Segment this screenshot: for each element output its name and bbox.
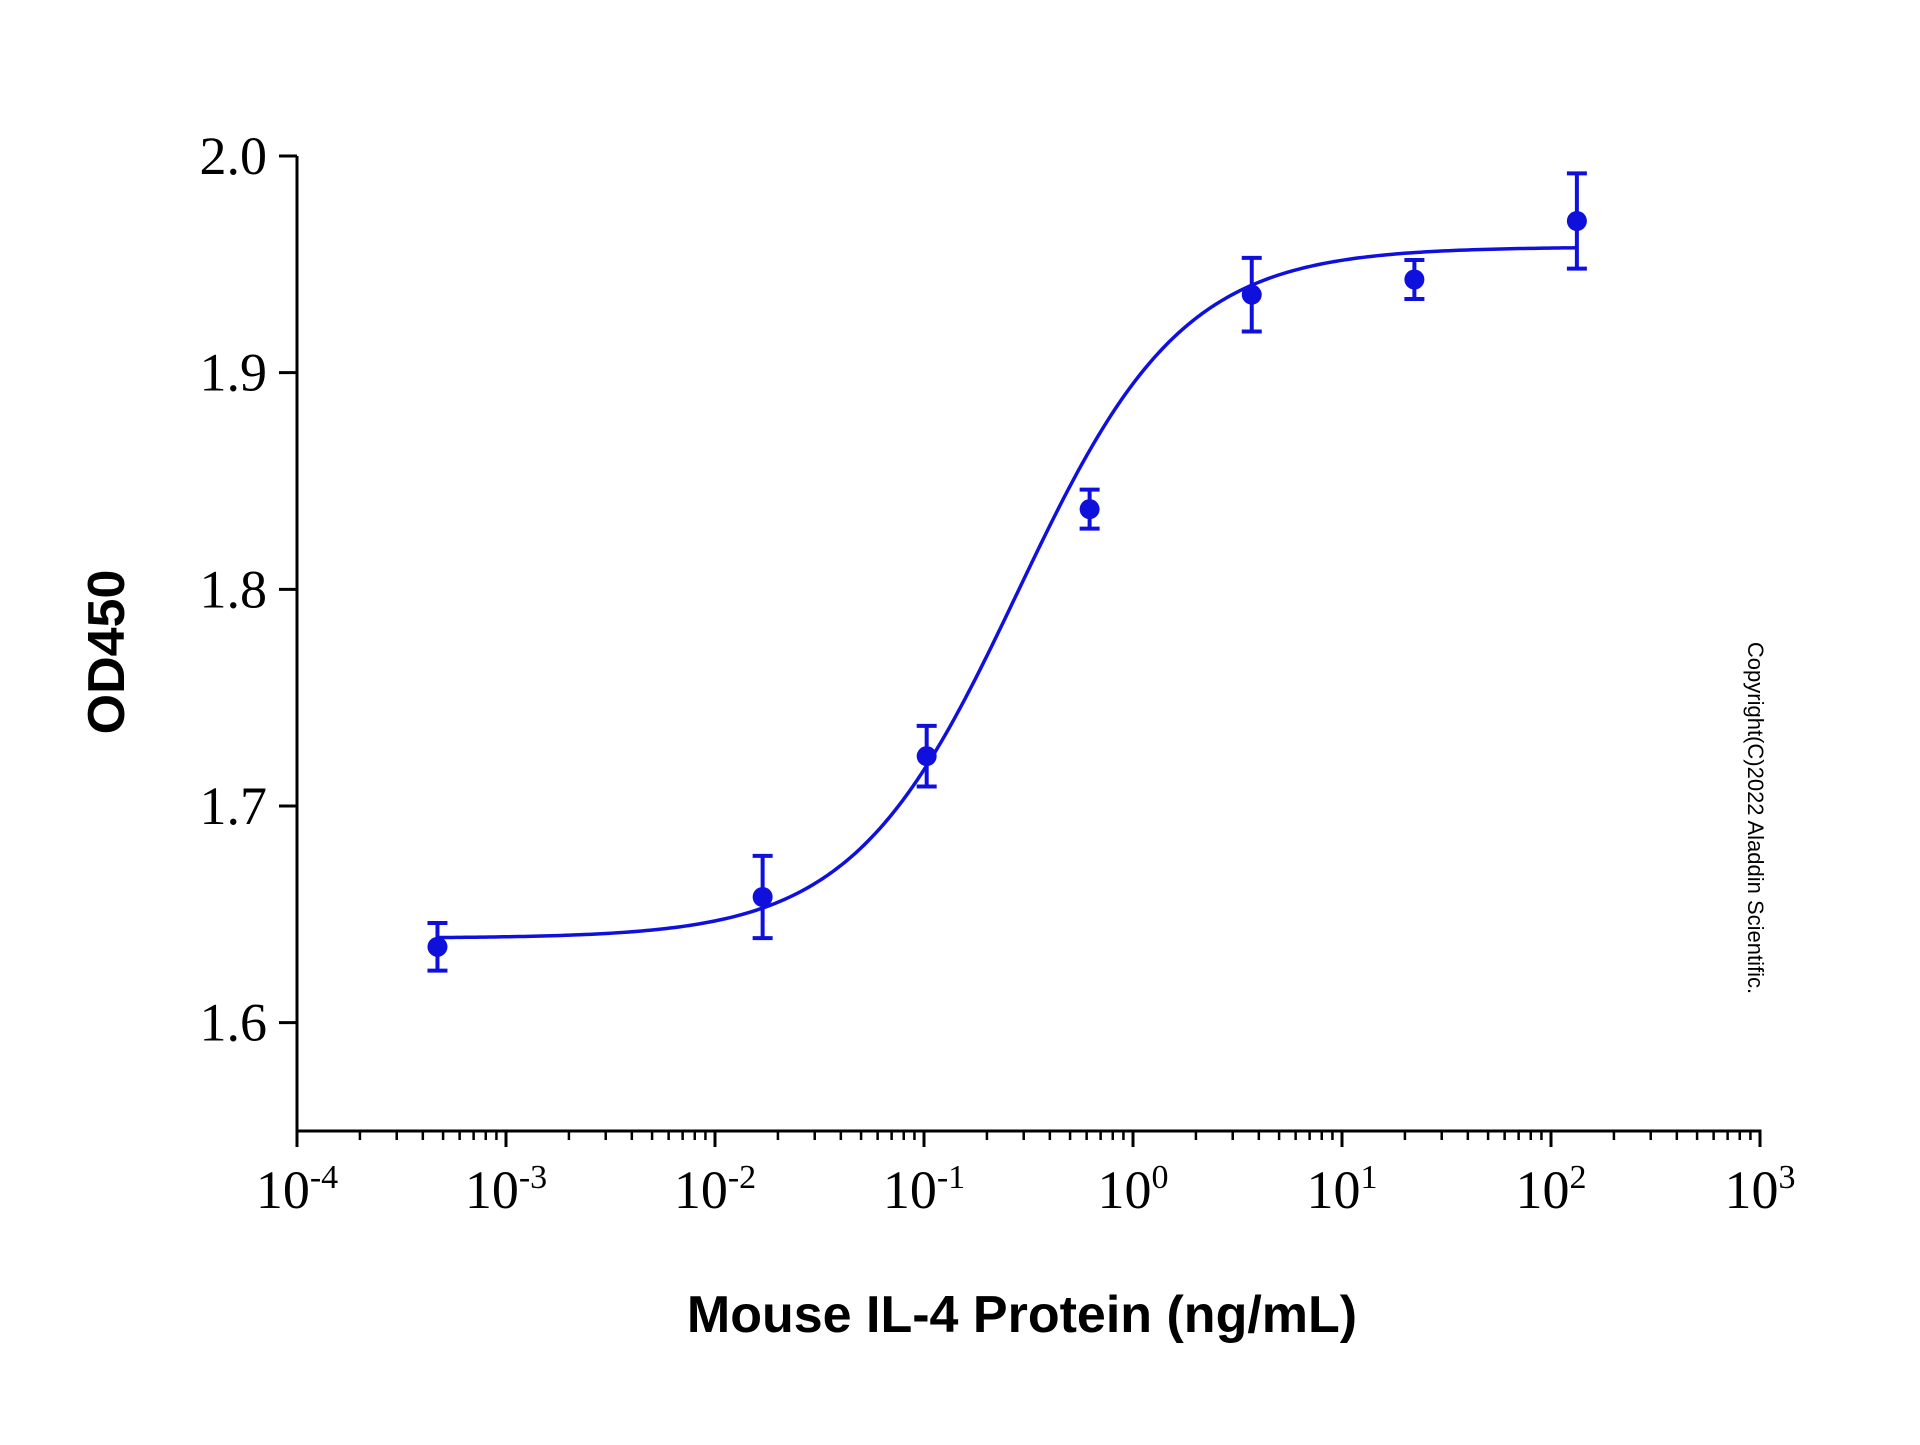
- x-tick-label: 103: [1725, 1159, 1796, 1220]
- y-tick-label: 1.7: [200, 776, 268, 836]
- y-tick-label: 2.0: [200, 126, 268, 186]
- y-axis-title: OD450: [78, 570, 136, 735]
- x-tick-label: 10-4: [256, 1159, 338, 1220]
- data-point-group: [1079, 487, 1100, 531]
- x-tick-label: 10-2: [674, 1159, 756, 1220]
- ticks: [279, 154, 1762, 1147]
- data-point: [1404, 269, 1425, 290]
- data-point-group: [427, 921, 448, 973]
- data-point-group: [752, 853, 773, 941]
- data-point: [427, 936, 448, 957]
- x-axis-title: Mouse IL-4 Protein (ng/mL): [687, 1286, 1357, 1344]
- x-tick-label: 10-3: [465, 1159, 547, 1220]
- x-tick-label: 100: [1098, 1159, 1169, 1220]
- fit-curve: [437, 246, 1577, 940]
- data-point-group: [916, 723, 937, 789]
- tick-labels-layer: 1.6 1.7 1.8 1.9 2.0 10-4 10-3 10-2 10-1 100 101 102…: [200, 126, 1796, 1220]
- x-tick-label: 101: [1307, 1159, 1378, 1220]
- y-tick-label: 1.8: [200, 559, 268, 619]
- fit-curve-layer: [437, 246, 1577, 940]
- data-point-group: [1241, 255, 1262, 334]
- data-point-group: [1404, 258, 1425, 301]
- data-point: [1566, 211, 1587, 231]
- copyright-annotation: Copyright(C)2022 Aladdin Scientific.: [1743, 642, 1768, 994]
- x-tick-label: 10-1: [883, 1159, 965, 1220]
- data-point: [1079, 499, 1100, 520]
- y-tick-label: 1.6: [200, 993, 268, 1053]
- data-point-group: [1566, 171, 1587, 271]
- y-tick-label: 1.9: [200, 343, 268, 403]
- data-points-layer: [427, 171, 1587, 973]
- x-tick-label: 102: [1516, 1159, 1587, 1220]
- data-point: [752, 887, 773, 907]
- data-point: [1241, 284, 1262, 305]
- axes: [295, 156, 1762, 1133]
- data-point: [916, 746, 937, 767]
